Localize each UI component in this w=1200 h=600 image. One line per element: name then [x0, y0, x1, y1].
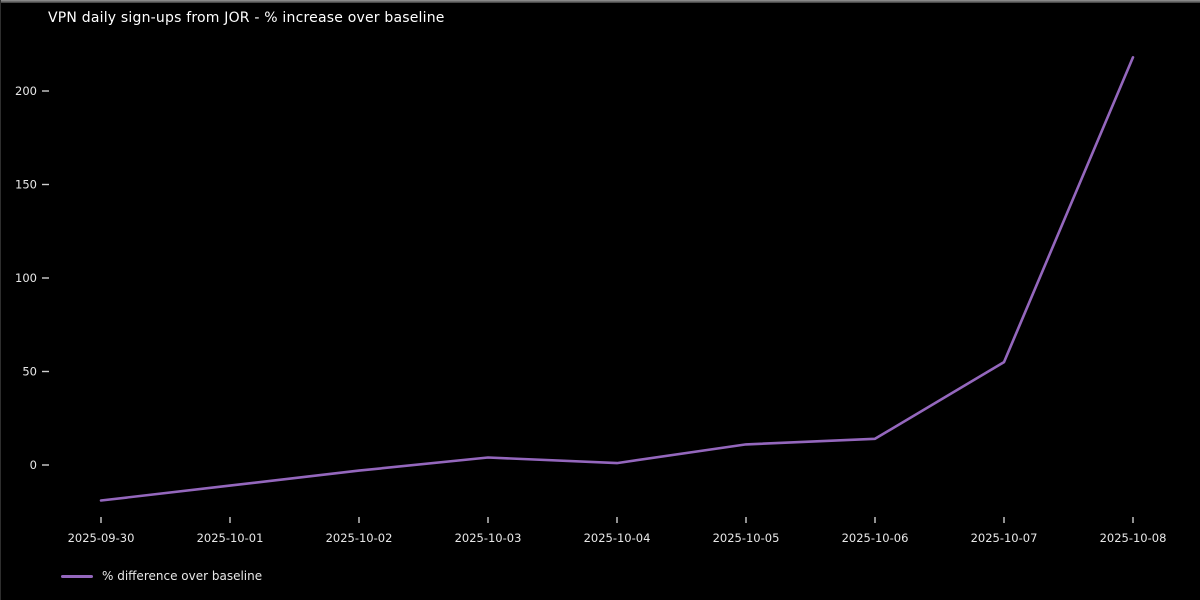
legend-label: % difference over baseline: [102, 569, 263, 583]
y-axis-tick-label: 0: [30, 458, 37, 472]
x-axis-tick-label: 2025-10-06: [842, 531, 909, 545]
x-axis-tick-label: 2025-10-01: [197, 531, 264, 545]
window-top-edge: [1, 0, 1200, 3]
y-axis-tick-label: 150: [15, 178, 37, 192]
x-axis-tick-label: 2025-10-05: [713, 531, 780, 545]
x-axis-tick-label: 2025-10-03: [455, 531, 522, 545]
x-axis-tick-label: 2025-10-04: [584, 531, 651, 545]
x-axis-tick-label: 2025-09-30: [68, 531, 135, 545]
y-axis-tick-label: 100: [15, 271, 37, 285]
y-axis-tick-label: 200: [15, 84, 37, 98]
series-line-percent-difference: [99, 55, 1135, 502]
x-axis-tick-label: 2025-10-08: [1100, 531, 1167, 545]
x-axis-tick-label: 2025-10-02: [326, 531, 393, 545]
legend: % difference over baseline: [61, 569, 262, 583]
x-axis-tick-label: 2025-10-07: [971, 531, 1038, 545]
chart-title: VPN daily sign-ups from JOR - % increase…: [48, 10, 445, 26]
legend-line-swatch: [61, 574, 93, 578]
y-axis-tick-label: 50: [22, 365, 37, 379]
